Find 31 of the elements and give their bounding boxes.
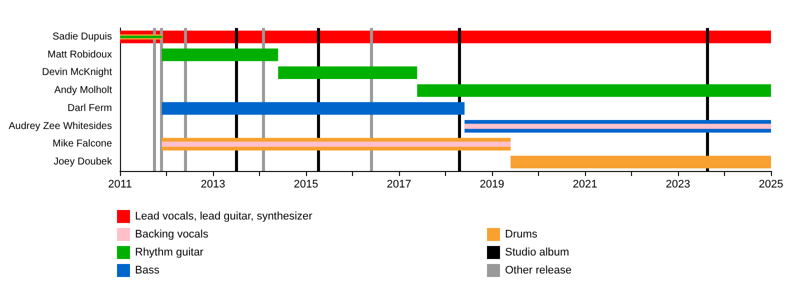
legend-label: Lead vocals, lead guitar, synthesizer [135, 210, 313, 222]
y-tick-label: Andy Molholt [54, 85, 112, 96]
legend-label: Other release [505, 264, 572, 276]
bar [464, 124, 771, 129]
legend-label: Drums [505, 228, 538, 240]
bar [120, 30, 771, 44]
x-tick-label: 2017 [386, 178, 412, 190]
y-tick-label: Devin McKnight [42, 67, 112, 78]
legend-label: Studio album [505, 246, 570, 258]
x-tick-label: 2013 [200, 178, 226, 190]
x-tick-label: 2025 [758, 178, 784, 190]
legend-label: Bass [135, 264, 160, 276]
x-tick-label: 2021 [572, 178, 598, 190]
y-tick-label: Sadie Dupuis [52, 31, 112, 42]
y-tick-label: Mike Falcone [52, 138, 112, 150]
y-tick-label: Darl Ferm [68, 102, 112, 114]
y-tick-label: Matt Robidoux [48, 49, 112, 60]
bar [162, 102, 465, 115]
bar [278, 66, 418, 79]
x-tick-label: 2011 [108, 178, 132, 190]
legend-label: Backing vocals [135, 228, 209, 240]
x-tick-label: 2019 [480, 178, 504, 190]
y-tick-label: Joey Doubek [54, 156, 113, 168]
legend-label: Rhythm guitar [135, 246, 204, 258]
bar [510, 156, 771, 168]
bar [162, 48, 278, 62]
y-tick-label: Audrey Zee Whitesides [8, 120, 112, 132]
bar [417, 84, 771, 97]
bar [162, 142, 511, 147]
x-tick-label: 2015 [294, 178, 318, 190]
x-tick-label: 2023 [666, 178, 690, 190]
